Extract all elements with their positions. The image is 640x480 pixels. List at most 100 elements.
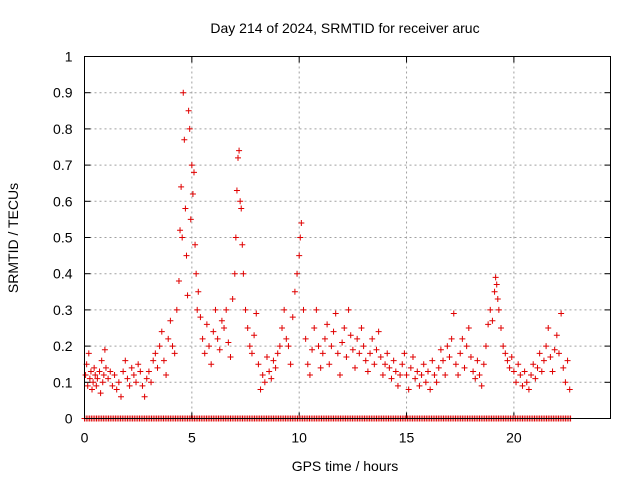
data-point xyxy=(279,325,286,331)
data-point xyxy=(422,379,429,386)
data-point xyxy=(180,89,187,96)
data-point xyxy=(506,364,513,371)
data-point xyxy=(390,357,397,364)
data-point xyxy=(345,306,352,313)
data-point xyxy=(109,382,116,389)
data-point xyxy=(141,393,148,400)
data-point xyxy=(94,375,101,382)
data-point xyxy=(259,372,266,379)
data-point xyxy=(450,310,457,317)
data-point xyxy=(300,306,307,313)
data-point xyxy=(564,357,571,364)
data-point xyxy=(238,205,245,212)
data-point xyxy=(255,361,262,368)
data-point xyxy=(354,335,361,342)
data-point xyxy=(272,364,279,371)
data-point xyxy=(195,288,202,295)
data-point xyxy=(214,335,221,342)
data-point xyxy=(489,317,496,324)
data-point xyxy=(113,386,120,393)
data-point xyxy=(158,328,165,335)
data-point xyxy=(91,364,98,371)
data-point xyxy=(190,169,197,176)
y-tick-label: 0.7 xyxy=(53,157,73,173)
data-point xyxy=(414,368,421,375)
data-point xyxy=(251,332,258,339)
data-point xyxy=(437,346,444,353)
data-point xyxy=(420,361,427,368)
data-point xyxy=(239,241,246,248)
y-tick-label: 0.3 xyxy=(53,302,73,318)
data-point xyxy=(244,325,251,331)
data-point xyxy=(401,350,408,357)
y-tick-label: 0.6 xyxy=(53,193,73,209)
data-point xyxy=(448,335,455,342)
data-point xyxy=(167,317,174,324)
data-point xyxy=(495,306,502,313)
data-point xyxy=(517,372,524,379)
data-point xyxy=(547,353,554,360)
data-point xyxy=(111,372,118,379)
data-point xyxy=(248,350,255,357)
data-point xyxy=(193,270,200,277)
x-tick-label: 10 xyxy=(291,430,307,446)
data-point xyxy=(540,357,547,364)
data-point xyxy=(498,325,505,331)
data-point xyxy=(478,382,485,389)
data-point xyxy=(534,364,541,371)
data-point xyxy=(521,368,528,375)
y-tick-label: 0.9 xyxy=(53,85,73,101)
data-point xyxy=(555,350,562,357)
data-point xyxy=(137,368,144,375)
data-point xyxy=(208,361,215,368)
data-point xyxy=(472,375,479,382)
data-point xyxy=(313,306,320,313)
data-point xyxy=(388,375,395,382)
data-point xyxy=(171,350,178,357)
data-point xyxy=(183,252,190,259)
data-point xyxy=(442,372,449,379)
data-point xyxy=(175,277,182,284)
data-point xyxy=(87,368,94,375)
plot-frame xyxy=(84,56,611,419)
data-point xyxy=(558,310,565,317)
data-point xyxy=(240,270,247,277)
data-point xyxy=(233,187,240,194)
data-point xyxy=(311,325,318,331)
data-point xyxy=(446,353,453,360)
data-point xyxy=(433,379,440,386)
data-point xyxy=(566,386,573,393)
data-point xyxy=(261,379,268,386)
data-point xyxy=(356,350,363,357)
data-point xyxy=(203,321,210,328)
data-point xyxy=(306,372,313,379)
data-point xyxy=(274,350,281,357)
data-point xyxy=(515,361,522,368)
data-point xyxy=(319,350,326,357)
data-point xyxy=(418,372,425,379)
data-point xyxy=(270,357,277,364)
data-point xyxy=(229,296,236,303)
data-point xyxy=(223,306,230,313)
data-point xyxy=(553,332,560,339)
data-point xyxy=(185,107,192,114)
data-point xyxy=(117,393,124,400)
data-point xyxy=(227,353,234,360)
data-point xyxy=(100,372,107,379)
data-point xyxy=(188,162,195,169)
data-point xyxy=(237,198,244,205)
data-point xyxy=(179,234,186,241)
data-point xyxy=(474,357,481,364)
data-point xyxy=(377,353,384,360)
data-point xyxy=(165,335,172,342)
data-point xyxy=(457,350,464,357)
data-point xyxy=(192,241,199,248)
data-point xyxy=(459,335,466,342)
x-tick-label: 15 xyxy=(399,430,415,446)
x-tick-label: 20 xyxy=(506,430,522,446)
data-point xyxy=(397,372,404,379)
data-point xyxy=(523,379,530,386)
data-point xyxy=(403,372,410,379)
data-point xyxy=(181,136,188,143)
data-point xyxy=(257,386,264,393)
